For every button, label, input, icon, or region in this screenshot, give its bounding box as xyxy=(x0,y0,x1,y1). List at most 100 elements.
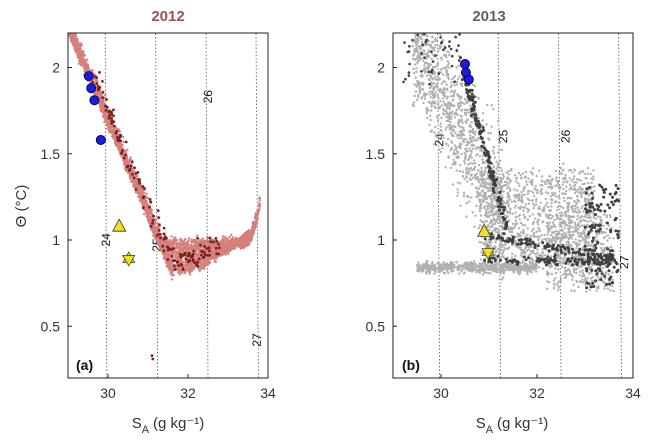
scatter-point xyxy=(539,212,542,216)
scatter-point xyxy=(188,237,191,240)
scatter-point xyxy=(439,100,442,103)
scatter-point-dark xyxy=(150,354,154,357)
scatter-point xyxy=(530,199,533,202)
scatter-point xyxy=(513,243,517,246)
scatter-point xyxy=(446,95,450,99)
scatter-point xyxy=(141,201,144,204)
scatter-point xyxy=(226,237,229,240)
scatter-point xyxy=(208,262,211,265)
scatter-point xyxy=(248,234,251,238)
scatter-point xyxy=(112,131,116,134)
scatter-point xyxy=(226,243,230,246)
scatter-point-dark xyxy=(162,237,166,241)
scatter-point xyxy=(190,241,193,244)
scatter-point xyxy=(467,195,470,199)
scatter-point xyxy=(526,227,529,230)
scatter-point xyxy=(125,161,129,165)
scatter-point-dark xyxy=(177,264,181,267)
panel-tag-a: (a) xyxy=(76,357,93,373)
scatter-point xyxy=(108,131,111,134)
scatter-point xyxy=(492,204,495,207)
scatter-point xyxy=(245,230,249,233)
scatter-point xyxy=(183,271,187,275)
scatter-point xyxy=(193,238,197,242)
scatter-point xyxy=(80,62,83,65)
scatter-point-dark xyxy=(110,117,114,120)
scatter-point xyxy=(241,234,244,237)
scatter-point xyxy=(241,238,244,241)
scatter-point-dark xyxy=(125,165,129,169)
scatter-point-dark xyxy=(166,245,169,249)
scatter-point xyxy=(250,238,253,241)
x-axis-label-main: S xyxy=(132,415,142,432)
scatter-point xyxy=(257,202,261,205)
scatter-point xyxy=(530,229,534,232)
scatter-point xyxy=(487,202,490,205)
scatter-point xyxy=(174,256,177,259)
scatter-point-dark xyxy=(104,109,108,112)
scatter-point xyxy=(199,239,203,243)
scatter-point-dark xyxy=(184,257,188,261)
scatter-point xyxy=(71,28,73,30)
scatter-point xyxy=(534,185,537,188)
scatter-point xyxy=(206,259,210,263)
scatter-point-dark xyxy=(158,223,161,227)
scatter-point xyxy=(129,178,132,181)
scatter-point xyxy=(448,107,452,111)
scatter-point-dark xyxy=(165,236,168,240)
scatter-point xyxy=(81,55,85,58)
scatter-point xyxy=(219,252,222,255)
scatter-point xyxy=(136,175,139,178)
scatter-point xyxy=(157,239,161,243)
scatter-point xyxy=(497,169,500,172)
scatter-point xyxy=(196,234,199,237)
scatter-point xyxy=(255,214,258,217)
scatter-point xyxy=(611,278,614,282)
scatter-point xyxy=(226,240,229,244)
scatter-point xyxy=(471,83,474,86)
scatter-point xyxy=(600,246,603,250)
scatter-point xyxy=(183,239,186,242)
scatter-point-dark xyxy=(166,248,170,252)
scatter-point xyxy=(609,246,612,249)
scatter-point xyxy=(204,240,207,244)
scatter-point xyxy=(136,191,139,195)
scatter-point-dark xyxy=(161,244,165,248)
scatter-point xyxy=(166,264,169,268)
scatter-point-dark xyxy=(162,249,166,253)
scatter-point-dark xyxy=(157,229,161,232)
scatter-point xyxy=(442,263,445,266)
scatter-point xyxy=(467,101,470,104)
scatter-point-dark xyxy=(193,261,197,264)
scatter-point-dark xyxy=(162,226,166,230)
scatter-point xyxy=(500,148,503,152)
scatter-point xyxy=(203,243,206,246)
scatter-point xyxy=(495,250,498,253)
scatter-point-dark xyxy=(155,234,159,237)
scatter-point xyxy=(513,206,516,209)
scatter-point xyxy=(79,58,82,61)
scatter-point xyxy=(547,192,550,195)
scatter-point xyxy=(258,207,261,210)
scatter-point xyxy=(531,167,535,170)
scatter-point xyxy=(239,240,243,243)
scatter-point xyxy=(206,235,209,238)
scatter-point xyxy=(164,249,168,253)
scatter-point xyxy=(582,281,585,284)
scatter-point xyxy=(67,28,69,30)
scatter-point xyxy=(224,235,227,238)
scatter-point xyxy=(156,226,160,229)
scatter-point xyxy=(145,192,148,195)
scatter-point xyxy=(185,241,189,244)
scatter-point xyxy=(561,265,564,269)
scatter-point xyxy=(183,243,187,247)
scatter-point xyxy=(563,255,566,259)
scatter-point-dark xyxy=(217,242,221,246)
scatter-point xyxy=(219,249,222,253)
scatter-point xyxy=(170,235,173,238)
scatter-point xyxy=(414,63,417,66)
scatter-point-dark xyxy=(151,219,155,222)
scatter-point xyxy=(110,126,114,129)
isopycnal-27 xyxy=(255,33,259,378)
station-circle-marker xyxy=(83,71,94,82)
